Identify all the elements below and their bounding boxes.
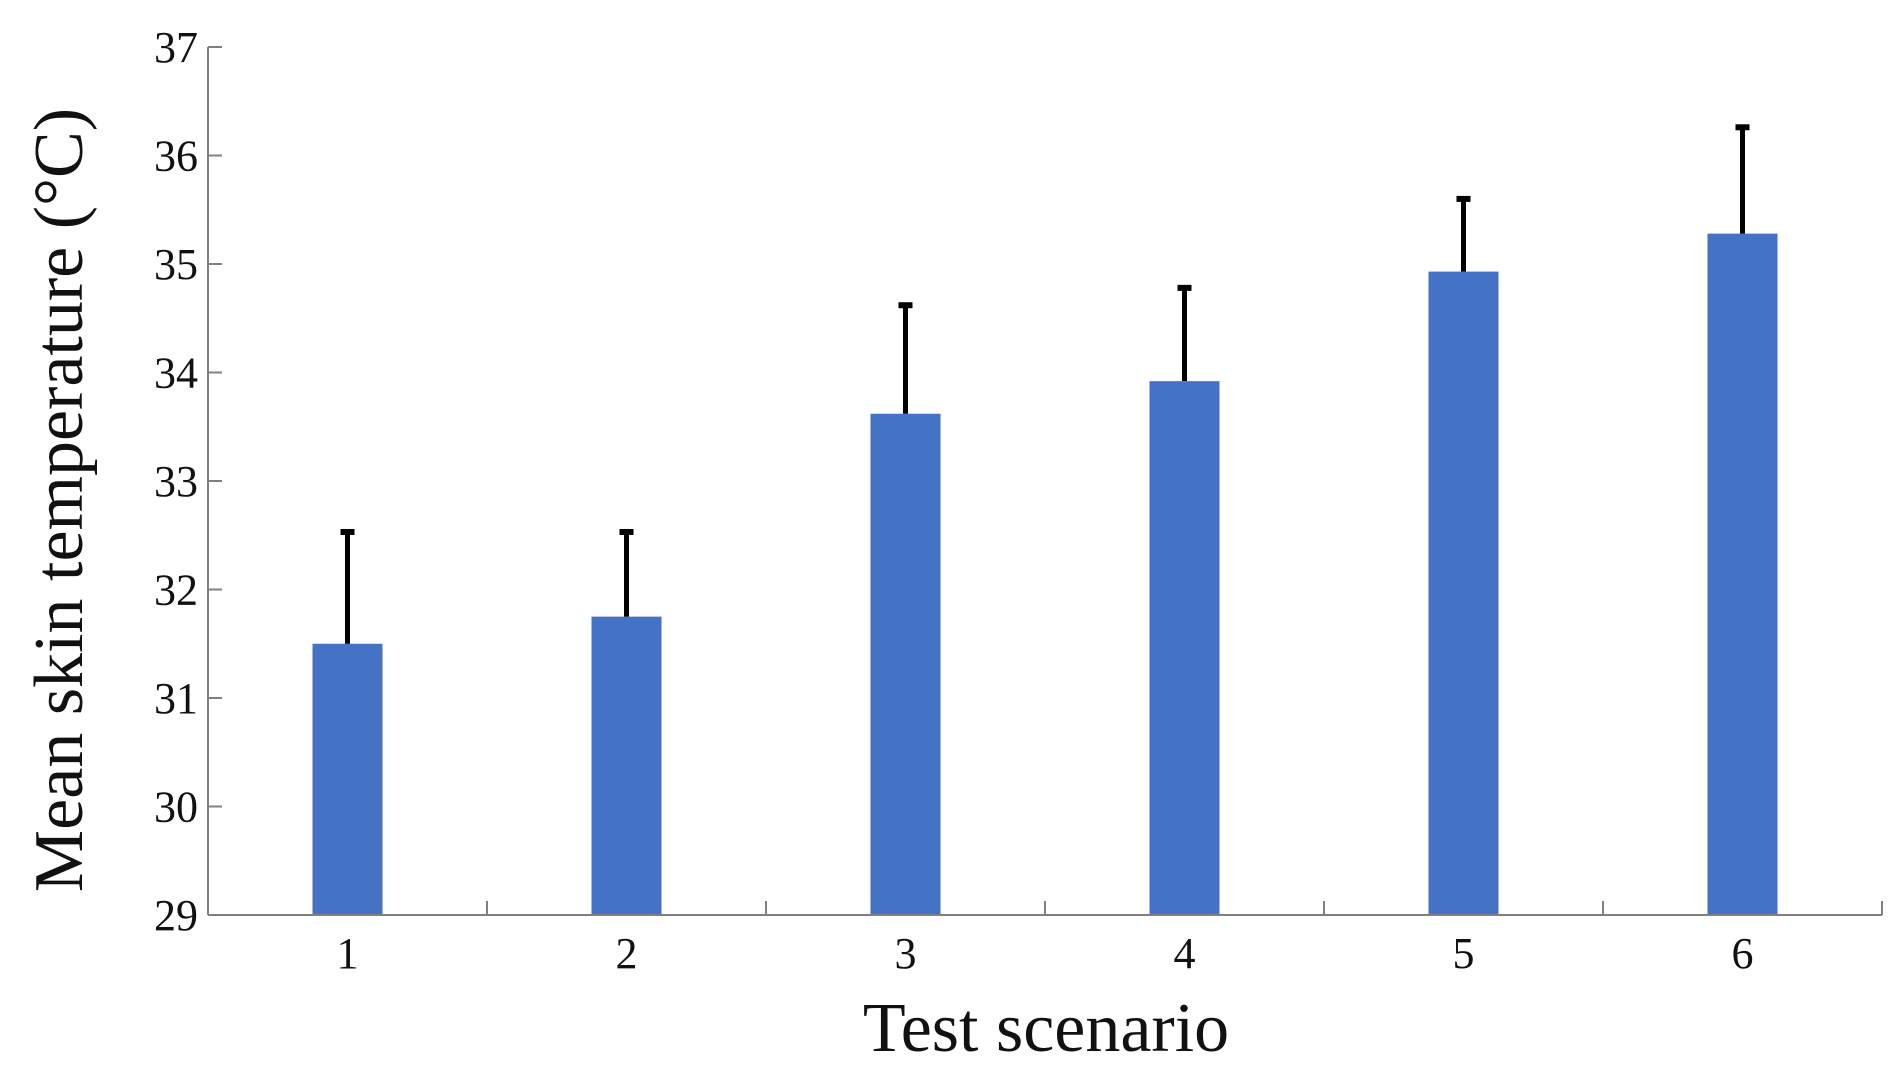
bar-scenario-3 [870, 413, 941, 915]
bar-scenario-1 [312, 643, 383, 915]
labels-layer: Test scenario Mean skin temperature (°C) [21, 108, 1229, 1067]
error-bars-layer [340, 124, 1750, 644]
x-tick-label-1: 1 [337, 929, 359, 978]
y-tick-label-31: 31 [154, 674, 198, 723]
y-axis-title: Mean skin temperature (°C) [21, 108, 98, 892]
y-tick-label-36: 36 [154, 132, 198, 181]
y-tick-label-37: 37 [154, 23, 198, 72]
y-tick-label-33: 33 [154, 457, 198, 506]
y-tick-label-30: 30 [154, 783, 198, 832]
y-tick-label-32: 32 [154, 566, 198, 615]
bar-scenario-6 [1707, 233, 1778, 915]
x-tick-label-4: 4 [1174, 929, 1196, 978]
bars-layer [312, 233, 1778, 916]
x-axis-title: Test scenario [863, 990, 1229, 1067]
x-tick-label-2: 2 [616, 929, 638, 978]
y-tick-label-35: 35 [154, 240, 198, 289]
y-tick-label-34: 34 [154, 349, 198, 398]
bar-scenario-4 [1149, 381, 1220, 915]
bar-scenario-5 [1428, 271, 1499, 916]
bar-scenario-2 [591, 616, 662, 915]
x-tick-label-5: 5 [1453, 929, 1475, 978]
y-tick-label-29: 29 [154, 891, 198, 940]
x-tick-label-6: 6 [1732, 929, 1754, 978]
x-tick-label-3: 3 [895, 929, 917, 978]
